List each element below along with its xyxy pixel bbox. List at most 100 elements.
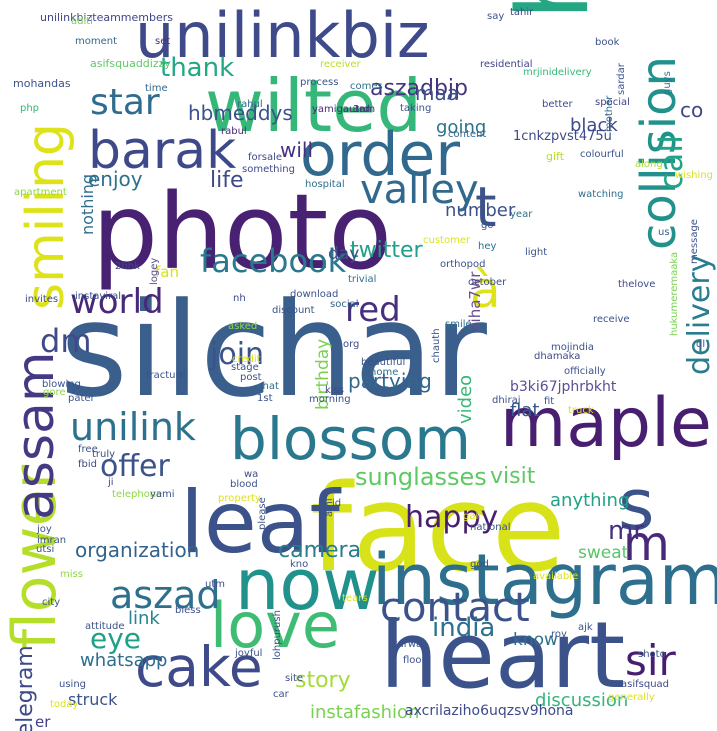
word-order: order xyxy=(300,120,460,190)
word-world: world xyxy=(70,282,164,322)
word-story: story xyxy=(295,668,351,693)
word-fit: fit xyxy=(544,396,555,407)
word-assam: assam xyxy=(6,351,66,520)
word-organization: organization xyxy=(75,538,200,562)
word-better: better xyxy=(542,99,573,110)
word-kiss: kiss xyxy=(325,385,344,396)
word-moment: moment xyxy=(75,36,118,47)
word-telephone: telephone xyxy=(112,489,163,500)
word-number: number xyxy=(445,200,516,221)
word-receive: receive xyxy=(593,314,630,325)
word-colourful: colourful xyxy=(580,149,624,160)
word-mojindia: mojindia xyxy=(551,342,595,353)
word-wilted: wilted xyxy=(205,64,423,148)
word-know: know xyxy=(513,630,558,650)
word-dhiraj: dhiraj xyxy=(492,395,521,406)
word-1cnkzpvst475u: 1cnkzpvst475u xyxy=(513,129,612,144)
word-tahir: tahir xyxy=(510,7,534,18)
word-fbid: fbid xyxy=(78,459,97,470)
word-wishing: wishing xyxy=(675,170,713,181)
word-thelove: thelove xyxy=(618,279,656,290)
word-aszad: aszad xyxy=(110,573,221,617)
word-black: black xyxy=(570,115,618,136)
word-struck: struck xyxy=(68,690,118,709)
word-shoto: shoto xyxy=(638,649,666,660)
word-mr: mr xyxy=(608,516,645,546)
word-mrjinidelivery: mrjinidelivery xyxy=(523,67,592,78)
word-sunglasses: sunglasses xyxy=(355,463,487,491)
word-stage: stage xyxy=(231,362,259,373)
word-yami: yami xyxy=(150,489,175,500)
word-hukumeremaaka: hukumeremaaka xyxy=(669,251,680,336)
word-asifsquaddizzy: asifsquaddizzy xyxy=(90,57,171,70)
word-gift: gift xyxy=(546,150,565,163)
word-whatsapp: whatsapp xyxy=(80,650,168,671)
word-fracture: fracture xyxy=(146,370,186,381)
word-home: home xyxy=(370,367,399,378)
word-lohpurush: lohpurush xyxy=(272,610,283,660)
word-happy: happy xyxy=(405,500,499,535)
word-watching: watching xyxy=(578,189,624,200)
word-joyful: joyful xyxy=(235,648,263,659)
word-partying: partying xyxy=(348,369,432,393)
word-time: time xyxy=(145,83,168,94)
word-taking: taking xyxy=(400,103,432,114)
word-valley: valley xyxy=(360,167,479,213)
word-telegram: telegram xyxy=(13,645,38,731)
word-process: process xyxy=(300,77,339,88)
word-us: us xyxy=(658,227,670,238)
word-trivial: trivial xyxy=(348,274,377,285)
word-maa: maa xyxy=(415,81,459,105)
word-year: year xyxy=(510,209,533,220)
word-morning: morning xyxy=(309,394,351,405)
word-rahul: rahul xyxy=(237,99,263,110)
word-guys: guys xyxy=(662,71,673,95)
word-unilink: unilink xyxy=(70,405,196,449)
word-wa: wa xyxy=(244,469,259,480)
word-miss: miss xyxy=(60,569,83,580)
word-karwa: karwa xyxy=(392,639,423,650)
word-instafashion: instafashion xyxy=(310,702,420,723)
word-video: video xyxy=(455,374,476,424)
word-property: property xyxy=(218,493,261,504)
word-truck: truck xyxy=(568,405,594,416)
word-car: car xyxy=(273,689,289,700)
word-dhamaka: dhamaka xyxy=(534,351,581,362)
word-chauth: chauth xyxy=(431,328,442,363)
word-thank: thank xyxy=(160,53,235,83)
word-er: er xyxy=(35,713,51,731)
word-content: content xyxy=(448,129,487,140)
word-discussion: discussion xyxy=(535,690,629,711)
word-sweat: sweat xyxy=(578,543,629,563)
word-book: book xyxy=(595,37,620,48)
word-discount: discount xyxy=(272,305,315,316)
word-customer: customer xyxy=(423,235,471,246)
word-officially: officially xyxy=(564,366,606,377)
word-co: co xyxy=(680,98,704,122)
word-asked: asked xyxy=(228,321,258,332)
word-free: free xyxy=(78,444,98,455)
word-please: please xyxy=(257,497,268,530)
word-using: using xyxy=(59,679,87,690)
word-god: god xyxy=(470,559,489,570)
word-utsi: utsi xyxy=(36,544,55,555)
word-blossom: blossom xyxy=(230,405,471,473)
word-residential: residential xyxy=(480,59,533,70)
word-social: social xyxy=(330,299,359,310)
word-ajk: ajk xyxy=(578,622,593,633)
word-day: day xyxy=(328,244,360,264)
word-nh: nh xyxy=(233,293,246,304)
word-unilinkbiz: unilinkbiz xyxy=(135,0,430,72)
word-receiver: receiver xyxy=(320,59,361,70)
word-org: org xyxy=(343,339,360,350)
word-ami: ami xyxy=(324,498,335,517)
word-forsale: forsale xyxy=(248,152,283,163)
word-enjoy: enjoy xyxy=(88,167,143,191)
word-bless: bless xyxy=(175,605,201,616)
word-smile: smile xyxy=(445,319,472,330)
word-truly: truly xyxy=(92,449,116,460)
word-ji: ji xyxy=(108,477,114,488)
word-tears: tears xyxy=(342,593,368,604)
word-going: going xyxy=(436,117,487,138)
word-national: national xyxy=(470,522,511,533)
